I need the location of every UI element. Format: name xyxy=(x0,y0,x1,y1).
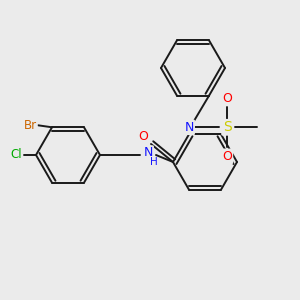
Text: N: N xyxy=(184,121,194,134)
Text: Br: Br xyxy=(23,119,37,132)
Text: H: H xyxy=(150,157,158,167)
Text: O: O xyxy=(138,130,148,142)
Text: N: N xyxy=(143,146,153,160)
Text: S: S xyxy=(223,120,231,134)
Text: Cl: Cl xyxy=(10,148,22,161)
Text: O: O xyxy=(222,92,232,105)
Text: O: O xyxy=(222,150,232,163)
